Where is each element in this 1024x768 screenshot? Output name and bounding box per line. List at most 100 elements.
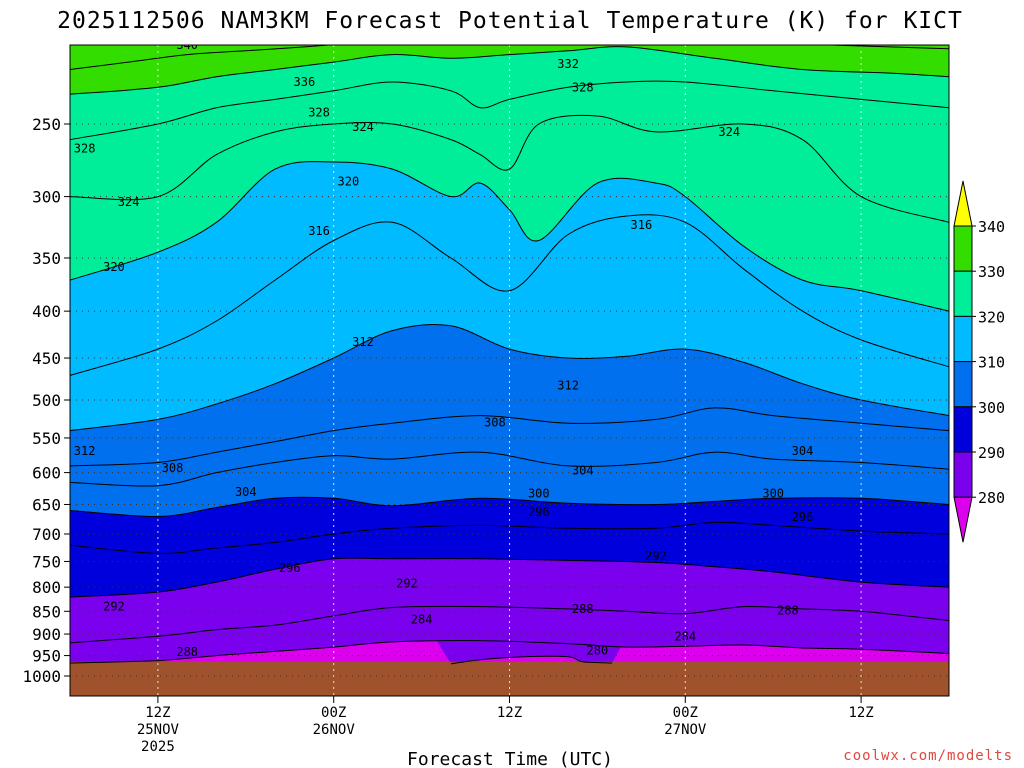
- y-tick-label: 800: [32, 578, 61, 597]
- y-tick-label: 350: [32, 249, 61, 268]
- grid-lines: [70, 45, 949, 696]
- y-tick-label: 650: [32, 495, 61, 514]
- x-tick-label: 2025: [141, 739, 175, 755]
- colorbar-bin-290: [953, 406, 973, 453]
- contour-332: [70, 46, 949, 95]
- colorbar-bin-280: [953, 451, 973, 498]
- colorbar-tick-label: 290: [978, 444, 1005, 462]
- contour-label: 300: [762, 486, 784, 500]
- x-tick-label: 12Z: [145, 705, 170, 721]
- colorbar-tick-label: 300: [978, 399, 1005, 417]
- colorbar-bin-300: [953, 361, 973, 408]
- y-tick-label: 250: [32, 115, 61, 134]
- credit-text: coolwx.com/modelts: [843, 748, 1013, 764]
- y-tick-label: 850: [32, 602, 61, 621]
- contour-328: [70, 80, 949, 141]
- contour-label: 292: [103, 600, 125, 614]
- contour-lines: [70, 45, 949, 665]
- contour-label: 332: [557, 57, 579, 71]
- contour-label: 312: [557, 378, 579, 392]
- colorbar-tick-label: 310: [978, 354, 1005, 372]
- contour-312: [70, 323, 949, 432]
- ground-fill: [70, 661, 949, 696]
- chart-title: 2025112506 NAM3KM Forecast Potential Tem…: [57, 8, 963, 34]
- contour-label: 328: [308, 106, 330, 120]
- band-fill-328: [70, 45, 949, 140]
- x-tick-label: 00Z: [321, 705, 346, 721]
- contour-324: [70, 114, 949, 223]
- plot-area: 340 336 332 328 328 324 328 324 320 324 316 316 320 3…: [70, 38, 949, 696]
- contour-300: [70, 496, 949, 518]
- x-tick-label: 27NOV: [664, 722, 707, 738]
- colorbar-tick-label: 340: [978, 218, 1005, 236]
- contour-label: 304: [792, 444, 814, 458]
- band-fill-332: [70, 45, 949, 95]
- y-tick-label: 750: [32, 552, 61, 571]
- contour-label: 336: [294, 75, 316, 89]
- contour-280: [450, 655, 613, 665]
- contour-label: 324: [352, 120, 374, 134]
- contour-label: 316: [308, 224, 330, 238]
- contour-308: [70, 407, 949, 467]
- x-axis-label: Forecast Time (UTC): [407, 749, 613, 768]
- ground-layer: [70, 661, 949, 696]
- contour-292: [70, 557, 949, 598]
- y-tick-label: 550: [32, 429, 61, 448]
- contour-label: 316: [631, 218, 653, 232]
- contour-label: 280: [587, 644, 609, 658]
- contour-288: [70, 605, 949, 644]
- contour-label: 320: [338, 175, 360, 189]
- contour-label: 292: [396, 577, 418, 591]
- contour-label: 328: [74, 142, 96, 156]
- x-tick-label: 00Z: [673, 705, 698, 721]
- contour-label: 288: [777, 603, 799, 617]
- contour-label: 320: [103, 260, 125, 274]
- contour-label: 304: [235, 485, 257, 499]
- colorbar-bottom-arrow: [953, 496, 973, 543]
- contour-label: 288: [176, 645, 198, 659]
- contour-label: 284: [674, 629, 696, 643]
- contour-label: 340: [176, 38, 198, 52]
- colorbar-bin-320: [953, 270, 973, 317]
- contour-label: 284: [411, 613, 433, 627]
- contour-304: [70, 451, 949, 487]
- contour-label: 312: [74, 444, 96, 458]
- colorbar-bin-330: [953, 225, 973, 272]
- contour-320: [70, 161, 949, 312]
- colorbar-bin-310: [953, 315, 973, 363]
- contour-label: 296: [279, 561, 301, 575]
- contour-label: 296: [792, 510, 814, 524]
- x-tick-label: 12Z: [497, 705, 522, 721]
- y-tick-label: 400: [32, 302, 61, 321]
- colorbar-tick-label: 330: [978, 263, 1005, 281]
- y-tick-label: 900: [32, 625, 61, 644]
- contour-296: [70, 521, 949, 554]
- contour-label: 324: [118, 195, 140, 209]
- contour-label: 308: [162, 461, 184, 475]
- contour-316: [70, 214, 949, 376]
- y-tick-label: 600: [32, 464, 61, 483]
- y-tick-label: 700: [32, 525, 61, 544]
- contour-label: 328: [572, 80, 594, 94]
- x-tick-label: 12Z: [848, 705, 873, 721]
- x-tick-label: 26NOV: [313, 722, 356, 738]
- y-axis: 250 300 350 400 450 500 550 600 650 700 750 800 850 9…: [22, 115, 70, 686]
- y-tick-label: 950: [32, 647, 61, 666]
- colorbar: 340 330 320 310 300 290 280: [953, 180, 1005, 543]
- y-tick-label: 450: [32, 349, 61, 368]
- contour-label: 324: [718, 125, 740, 139]
- contour-labels: 340 336 332 328 328 324 328 324 320 324 316 316 320 3…: [74, 38, 814, 659]
- contour-label: 296: [528, 505, 550, 519]
- contour-label: 300: [528, 486, 550, 500]
- colorbar-tick-label: 280: [978, 489, 1005, 507]
- contour-label: 292: [645, 549, 667, 563]
- y-tick-label: 300: [32, 188, 61, 207]
- x-tick-label: 25NOV: [137, 722, 180, 738]
- contour-label: 308: [484, 415, 506, 429]
- y-tick-label: 1000: [22, 667, 61, 686]
- contour-label: 304: [572, 464, 594, 478]
- contour-label: 312: [352, 335, 374, 349]
- contour-336: [70, 45, 949, 70]
